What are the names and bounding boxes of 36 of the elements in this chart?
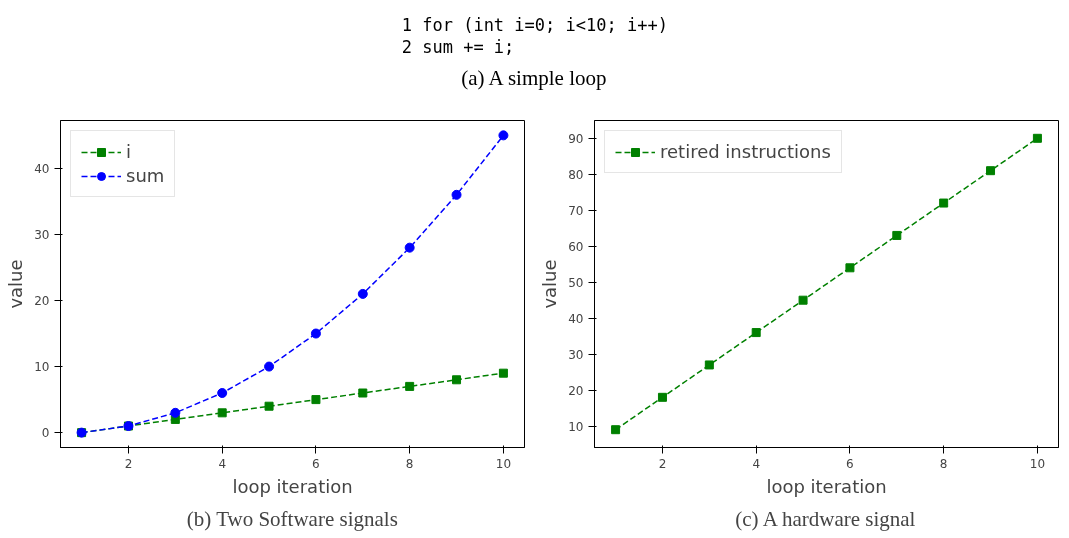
y-tick-label: 30 <box>568 347 584 362</box>
y-axis-title: value <box>539 259 561 309</box>
legend-label: sum <box>126 165 165 186</box>
text: 2 sum += i; <box>401 37 515 58</box>
y-tick-label: 70 <box>568 203 584 218</box>
y-tick-label: 10 <box>34 360 50 375</box>
y-tick-label: 40 <box>568 311 584 326</box>
x-tick-label: 4 <box>218 456 227 471</box>
y-axis-title: value <box>5 259 27 309</box>
x-axis-title: loop iteration <box>766 475 887 497</box>
x-tick-label: 6 <box>846 456 854 471</box>
y-tick-label: 20 <box>568 383 584 398</box>
text: 1 for (int i=0; i<10; i++) <box>401 15 668 36</box>
y-tick-label: 20 <box>34 294 50 309</box>
x-tick-label: 2 <box>658 456 667 471</box>
y-tick-label: 10 <box>568 419 584 434</box>
legend-label: retired instructions <box>660 141 831 162</box>
y-tick-label: 40 <box>34 161 50 176</box>
y-tick-label: 80 <box>568 167 584 182</box>
x-tick-label: 6 <box>312 456 320 471</box>
x-axis-title: loop iteration <box>232 475 353 497</box>
x-tick-label: 8 <box>405 456 414 471</box>
x-tick-label: 10 <box>1029 456 1046 471</box>
text: (c) A hardware signal <box>735 506 916 531</box>
y-tick-label: 50 <box>568 275 584 290</box>
text: (a) A simple loop <box>461 65 607 90</box>
y-tick-label: 60 <box>568 239 584 254</box>
y-tick-label: 30 <box>34 227 50 242</box>
y-tick-label: 0 <box>41 426 50 441</box>
x-tick-label: 2 <box>124 456 133 471</box>
text: (b) Two Software signals <box>186 506 398 531</box>
x-tick-label: 4 <box>752 456 761 471</box>
y-tick-label: 90 <box>568 131 584 146</box>
x-tick-label: 10 <box>495 456 512 471</box>
legend-label: i <box>126 141 132 162</box>
x-tick-label: 8 <box>939 456 948 471</box>
